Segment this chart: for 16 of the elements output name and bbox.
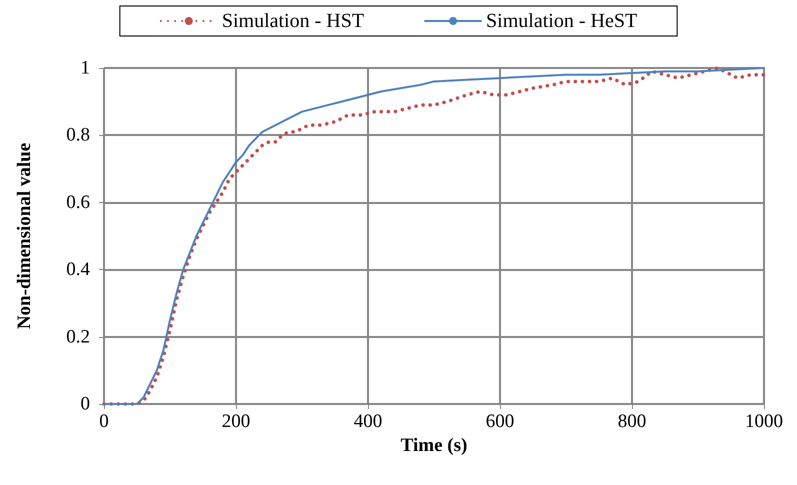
x-tick-label: 600 (486, 411, 514, 432)
y-tick-label: 0 (80, 394, 90, 414)
y-tick-label: 0.2 (66, 326, 90, 348)
legend-label: Simulation - HST (222, 10, 364, 32)
y-tick-label: 0.6 (66, 192, 90, 213)
x-tick-label: 0 (99, 411, 109, 432)
y-axis-title: Non-dimensional value (14, 142, 35, 330)
x-tick-label: 800 (618, 411, 646, 432)
x-tick-label: 200 (222, 411, 250, 432)
x-tick-label: 400 (354, 411, 382, 432)
legend-label: Simulation - HeST (486, 10, 638, 32)
x-tick-label: 1000 (745, 411, 783, 432)
y-tick-label: 1 (80, 58, 90, 78)
y-tick-label: 0.4 (66, 259, 90, 280)
y-tick-label: 0.8 (66, 124, 90, 146)
x-axis-title: Time (s) (400, 434, 468, 456)
